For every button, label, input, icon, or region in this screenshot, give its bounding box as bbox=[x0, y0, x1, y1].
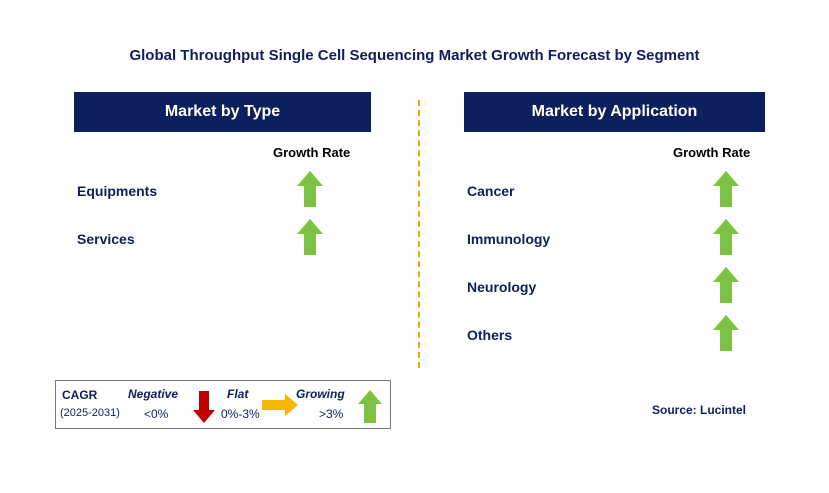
growing-arrow-icon bbox=[713, 219, 739, 255]
growing-arrow-icon bbox=[297, 171, 323, 207]
legend-negative-range: <0% bbox=[144, 407, 169, 421]
growing-arrow-icon bbox=[297, 219, 323, 255]
legend-period: (2025-2031) bbox=[60, 407, 120, 419]
panel-header-type: Market by Type bbox=[74, 92, 371, 132]
legend-flat-label: Flat bbox=[227, 387, 249, 401]
segment-label: Cancer bbox=[467, 183, 515, 199]
chart-title: Global Throughput Single Cell Sequencing… bbox=[129, 47, 700, 64]
legend-growing-label: Growing bbox=[296, 387, 345, 401]
segment-label: Equipments bbox=[77, 183, 158, 199]
growth-rate-label-application: Growth Rate bbox=[673, 145, 751, 160]
panel-divider bbox=[418, 100, 420, 368]
negative-arrow-icon bbox=[193, 391, 215, 423]
flat-arrow-icon bbox=[262, 394, 298, 416]
segment-label: Immunology bbox=[467, 231, 551, 247]
source-note: Source: Lucintel bbox=[652, 403, 747, 417]
growing-arrow-icon bbox=[713, 315, 739, 351]
growing-arrow-icon bbox=[713, 171, 739, 207]
legend-negative-label: Negative bbox=[128, 387, 179, 401]
segment-label: Services bbox=[77, 231, 135, 247]
panel-header-application: Market by Application bbox=[464, 92, 765, 132]
segment-label: Neurology bbox=[467, 279, 537, 295]
legend-cagr: CAGR bbox=[62, 388, 98, 402]
growing-arrow-icon bbox=[358, 390, 382, 423]
legend: CAGR (2025-2031) Negative <0% Flat 0%-3%… bbox=[55, 380, 391, 429]
legend-growing-range: >3% bbox=[319, 407, 344, 421]
growth-rate-label-type: Growth Rate bbox=[273, 145, 351, 160]
legend-flat-range: 0%-3% bbox=[221, 407, 260, 421]
growing-arrow-icon bbox=[713, 267, 739, 303]
segment-label: Others bbox=[467, 327, 513, 343]
